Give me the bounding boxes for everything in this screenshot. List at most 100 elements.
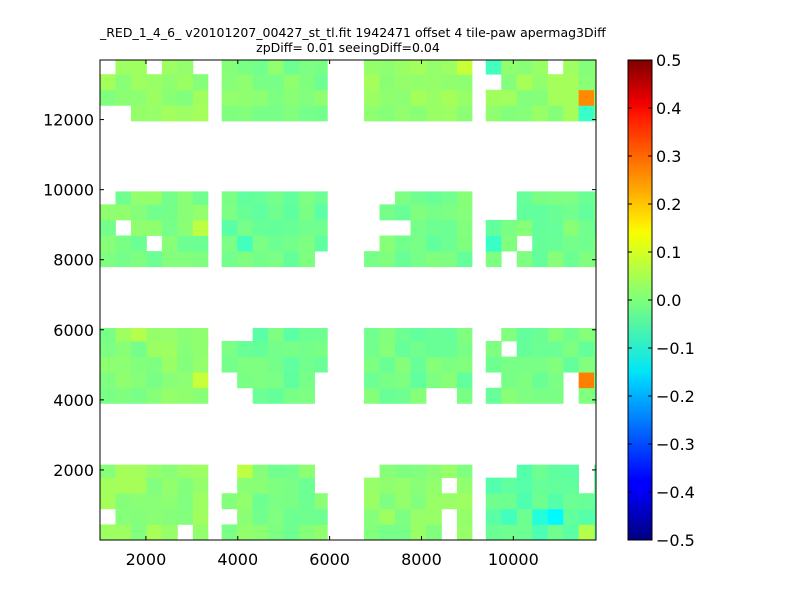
heatmap-cell [130, 251, 147, 268]
heatmap-cell [364, 477, 380, 494]
heatmap-cell [100, 328, 116, 342]
heatmap-cell [425, 524, 442, 541]
heatmap-cell [547, 74, 564, 91]
colorbar-tick-label: 0.0 [656, 291, 681, 310]
x-tick-label: 8000 [401, 550, 442, 569]
heatmap-cell [578, 60, 595, 75]
heatmap-cell [192, 235, 209, 252]
heatmap-cell [410, 60, 427, 75]
heatmap-cell [379, 387, 396, 404]
heatmap-cell [532, 493, 549, 510]
heatmap-cell [268, 89, 285, 106]
heatmap-cell [146, 508, 163, 525]
heatmap-cell [395, 328, 411, 342]
heatmap-cell [532, 251, 549, 268]
heatmap-cell [563, 191, 580, 205]
heatmap-cell [146, 493, 163, 510]
colorbar-tick-label: −0.5 [656, 531, 695, 550]
heatmap-cell [501, 235, 518, 252]
heatmap-cell [161, 524, 178, 541]
heatmap-cell [516, 387, 533, 404]
heatmap-cell [177, 328, 194, 342]
heatmap-cell [283, 204, 300, 221]
heatmap-cell [578, 493, 595, 510]
heatmap-cell [115, 524, 132, 541]
heatmap-cell [115, 60, 132, 75]
heatmap-cell [221, 524, 238, 541]
heatmap-cell [314, 340, 328, 357]
heatmap-cell [221, 493, 238, 510]
heatmap-cell [425, 219, 442, 236]
heatmap-cell [177, 204, 194, 221]
heatmap-cell [441, 74, 458, 91]
heatmap-cell [379, 493, 396, 510]
heatmap-cell [161, 89, 178, 106]
heatmap-cell [547, 89, 564, 106]
heatmap-cell [161, 387, 178, 404]
heatmap-cell [100, 235, 116, 252]
heatmap-cell [516, 219, 533, 236]
colorbar-tick-label: 0.2 [656, 195, 681, 214]
colorbar-tick-label: −0.3 [656, 435, 695, 454]
heatmap-cell [456, 105, 473, 122]
heatmap-cell [252, 477, 269, 494]
heatmap-cell [237, 191, 254, 205]
heatmap-cell [485, 524, 502, 541]
heatmap-cell [594, 89, 597, 106]
heatmap-cell [299, 464, 315, 479]
heatmap-cell [237, 89, 254, 106]
heatmap-cell [314, 524, 328, 541]
heatmap-cell [547, 387, 564, 404]
heatmap-cell [563, 74, 580, 91]
heatmap-cell [547, 235, 564, 252]
heatmap-cell [395, 464, 411, 479]
heatmap-cell [237, 60, 254, 75]
heatmap-cell [252, 524, 269, 541]
heatmap-cell [161, 191, 178, 205]
heatmap-cell [314, 235, 328, 252]
heatmap-cell [516, 477, 533, 494]
heatmap-cell [146, 204, 163, 221]
heatmap-cell [252, 328, 269, 342]
heatmap-cell [578, 340, 595, 357]
heatmap-cell [379, 356, 396, 373]
heatmap-cell [177, 477, 194, 494]
heatmap-cell [532, 387, 549, 404]
heatmap-cell [485, 508, 502, 525]
heatmap-cell [441, 191, 458, 205]
heatmap-cell [547, 508, 564, 525]
heatmap-cell [115, 235, 132, 252]
heatmap-cell [441, 340, 458, 357]
heatmap-cell [563, 493, 580, 510]
heatmap-cell [268, 524, 285, 541]
heatmap-cell [299, 508, 315, 525]
heatmap-cell [578, 508, 595, 525]
heatmap-cell [364, 356, 380, 373]
heatmap-cell [410, 105, 427, 122]
heatmap-cell [268, 60, 285, 75]
heatmap-cell [441, 372, 458, 389]
heatmap-cell [594, 477, 597, 494]
heatmap-cell [501, 524, 518, 541]
heatmap-cell [221, 89, 238, 106]
heatmap-cell [252, 464, 269, 479]
colorbar-tick-label: −0.4 [656, 483, 695, 502]
heatmap-cell [532, 105, 549, 122]
heatmap-cell [364, 60, 380, 75]
heatmap-cell [563, 60, 580, 75]
heatmap-cell [532, 235, 549, 252]
heatmap-cell [379, 89, 396, 106]
colorbar-tick-label: 0.5 [656, 51, 681, 70]
heatmap-cell [314, 328, 328, 342]
y-tick-label: 2000 [53, 461, 94, 480]
heatmap-cell [192, 493, 209, 510]
heatmap-cell [532, 60, 549, 75]
heatmap-cell [594, 328, 597, 342]
heatmap-cell [192, 191, 209, 205]
colorbar-axis: 0.5 0.4 0.3 0.2 0.1 0.0 −0.1 −0.2 −0.3 −0.4 −0.5 [628, 51, 695, 550]
heatmap-cell [115, 328, 132, 342]
heatmap-cell [221, 219, 238, 236]
heatmap-cell [177, 251, 194, 268]
heatmap-cell [410, 235, 427, 252]
heatmap-cell [252, 60, 269, 75]
